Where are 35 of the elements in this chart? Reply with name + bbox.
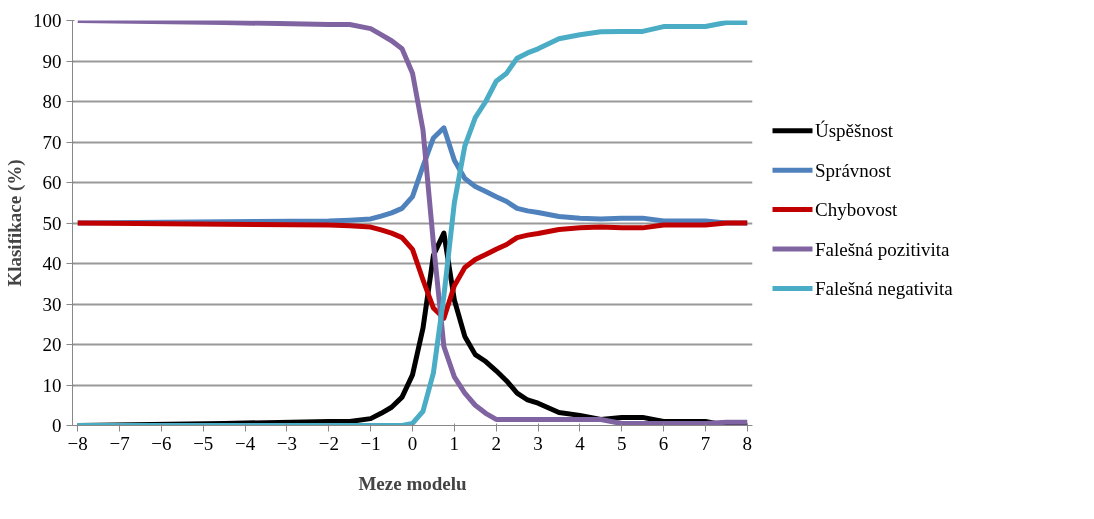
y-tick-label: 90 xyxy=(42,50,62,72)
x-axis-title: Meze modelu xyxy=(358,472,468,494)
x-tick-label: 7 xyxy=(700,432,711,454)
y-tick-label: 0 xyxy=(52,415,62,436)
x-tick-label: 4 xyxy=(575,432,586,454)
y-tick-label: 40 xyxy=(42,253,62,274)
x-tick-label: 3 xyxy=(533,432,543,454)
x-tick-label: −3 xyxy=(276,432,298,454)
x-tick-label: 8 xyxy=(742,432,753,454)
x-tick-label: 1 xyxy=(449,432,460,454)
x-tick-label: −2 xyxy=(318,432,339,454)
x-tick-label: −4 xyxy=(235,432,256,454)
x-tick-label: 2 xyxy=(491,432,501,454)
y-tick-label: 20 xyxy=(42,334,62,355)
x-tick-label: −5 xyxy=(193,432,214,454)
x-tick-label: −1 xyxy=(360,432,381,454)
y-tick-label: 100 xyxy=(33,10,62,31)
y-tick-label: 60 xyxy=(42,172,62,193)
x-tick-label: −8 xyxy=(67,432,88,454)
legend-label: Falešná pozitivita xyxy=(815,238,951,260)
legend-label: Správnost xyxy=(815,159,892,181)
x-tick-label: 5 xyxy=(616,432,627,454)
y-tick-label: 70 xyxy=(42,131,62,153)
y-axis-title: Klasifikace (%) xyxy=(4,159,26,287)
y-tick-label: 10 xyxy=(42,374,62,396)
legend-label: Chybovost xyxy=(815,199,899,221)
x-tick-label: 6 xyxy=(658,432,669,454)
x-tick-label: −6 xyxy=(151,432,172,454)
legend-label: Úspěšnost xyxy=(815,120,894,142)
y-tick-label: 50 xyxy=(42,212,62,234)
y-tick-label: 30 xyxy=(42,293,62,315)
x-tick-label: 0 xyxy=(407,432,418,454)
legend-label: Falešná negativita xyxy=(815,277,954,299)
x-tick-label: −7 xyxy=(109,432,130,454)
y-tick-label: 80 xyxy=(42,91,62,112)
